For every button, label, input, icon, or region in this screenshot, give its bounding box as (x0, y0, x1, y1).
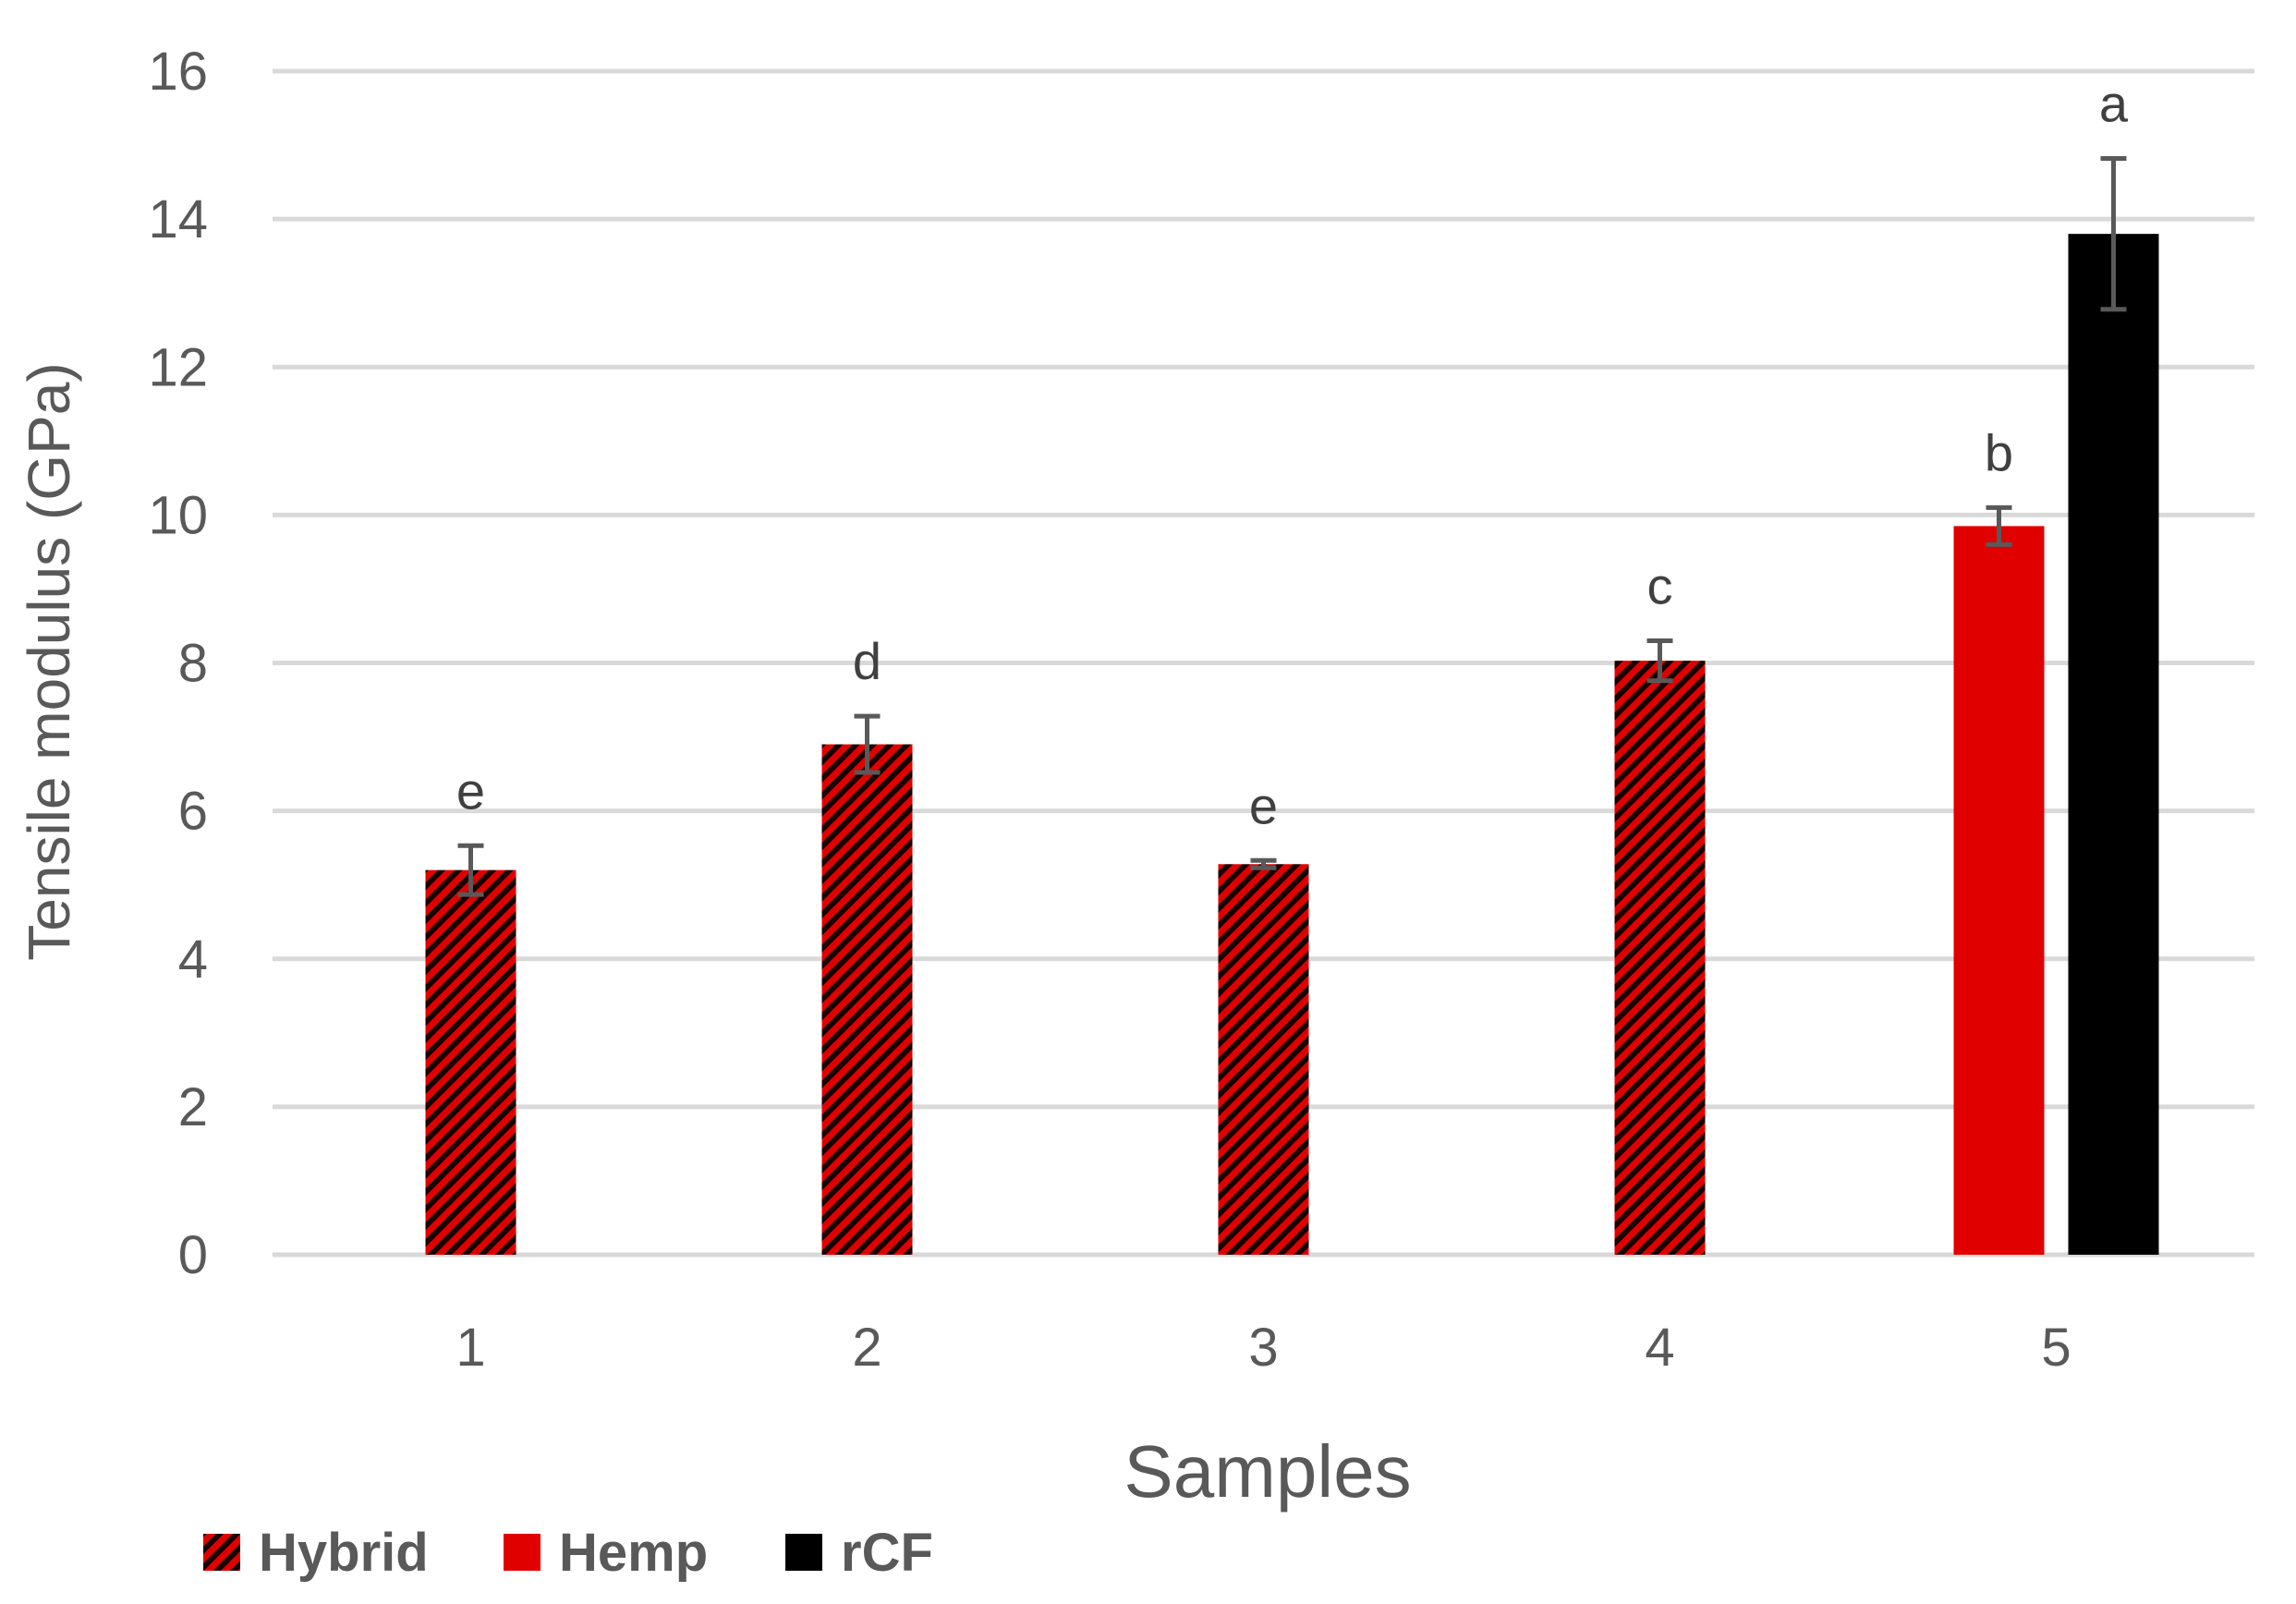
error-bars (457, 155, 2127, 897)
y-tick-label: 10 (148, 485, 208, 545)
legend-swatch-hemp (504, 1534, 541, 1571)
x-tick-label: 4 (1645, 1318, 1674, 1378)
significance-letter: e (1249, 776, 1278, 834)
legend: Hybrid Hemp rCF (203, 1523, 933, 1583)
significance-letter: e (456, 761, 485, 820)
x-tick-label: 5 (2041, 1318, 2071, 1378)
legend-label-hemp: Hemp (559, 1523, 708, 1583)
significance-letters: e d e c b a (456, 74, 2129, 834)
x-axis-label: Samples (1124, 1430, 1411, 1513)
y-tick-label: 14 (148, 189, 208, 249)
y-tick-label: 0 (178, 1225, 208, 1285)
y-axis-ticks: 0 2 4 6 8 10 12 14 16 (148, 42, 208, 1285)
x-axis-ticks: 1 2 3 4 5 (456, 1318, 2071, 1378)
gridlines (273, 68, 2254, 1258)
x-tick-label: 3 (1248, 1318, 1278, 1378)
bar-rcf-5 (2068, 234, 2159, 1256)
y-tick-label: 12 (148, 337, 208, 397)
bar-hybrid-1 (425, 869, 516, 1255)
significance-letter: a (2099, 74, 2129, 132)
bar-hybrid-2 (821, 744, 913, 1255)
bar-hybrid-4 (1614, 661, 1706, 1255)
y-tick-label: 4 (178, 930, 208, 990)
y-tick-label: 16 (148, 42, 208, 102)
significance-letter: d (853, 632, 881, 690)
y-tick-label: 6 (178, 782, 208, 842)
legend-swatch-hybrid (203, 1534, 240, 1571)
y-tick-label: 2 (178, 1077, 208, 1137)
significance-letter: c (1647, 556, 1673, 614)
bar-hybrid-3 (1218, 864, 1309, 1255)
significance-letter: b (1985, 423, 2013, 481)
legend-label-hybrid: Hybrid (259, 1523, 429, 1583)
legend-swatch-rcf (785, 1534, 822, 1571)
y-axis-label: Tensile modulus (GPa) (16, 362, 82, 960)
bar-hemp-5 (1953, 526, 2045, 1255)
legend-label-rcf: rCF (841, 1523, 933, 1583)
x-tick-label: 2 (852, 1318, 881, 1378)
bars (425, 234, 2159, 1256)
y-tick-label: 8 (178, 634, 208, 694)
x-tick-label: 1 (456, 1318, 485, 1378)
